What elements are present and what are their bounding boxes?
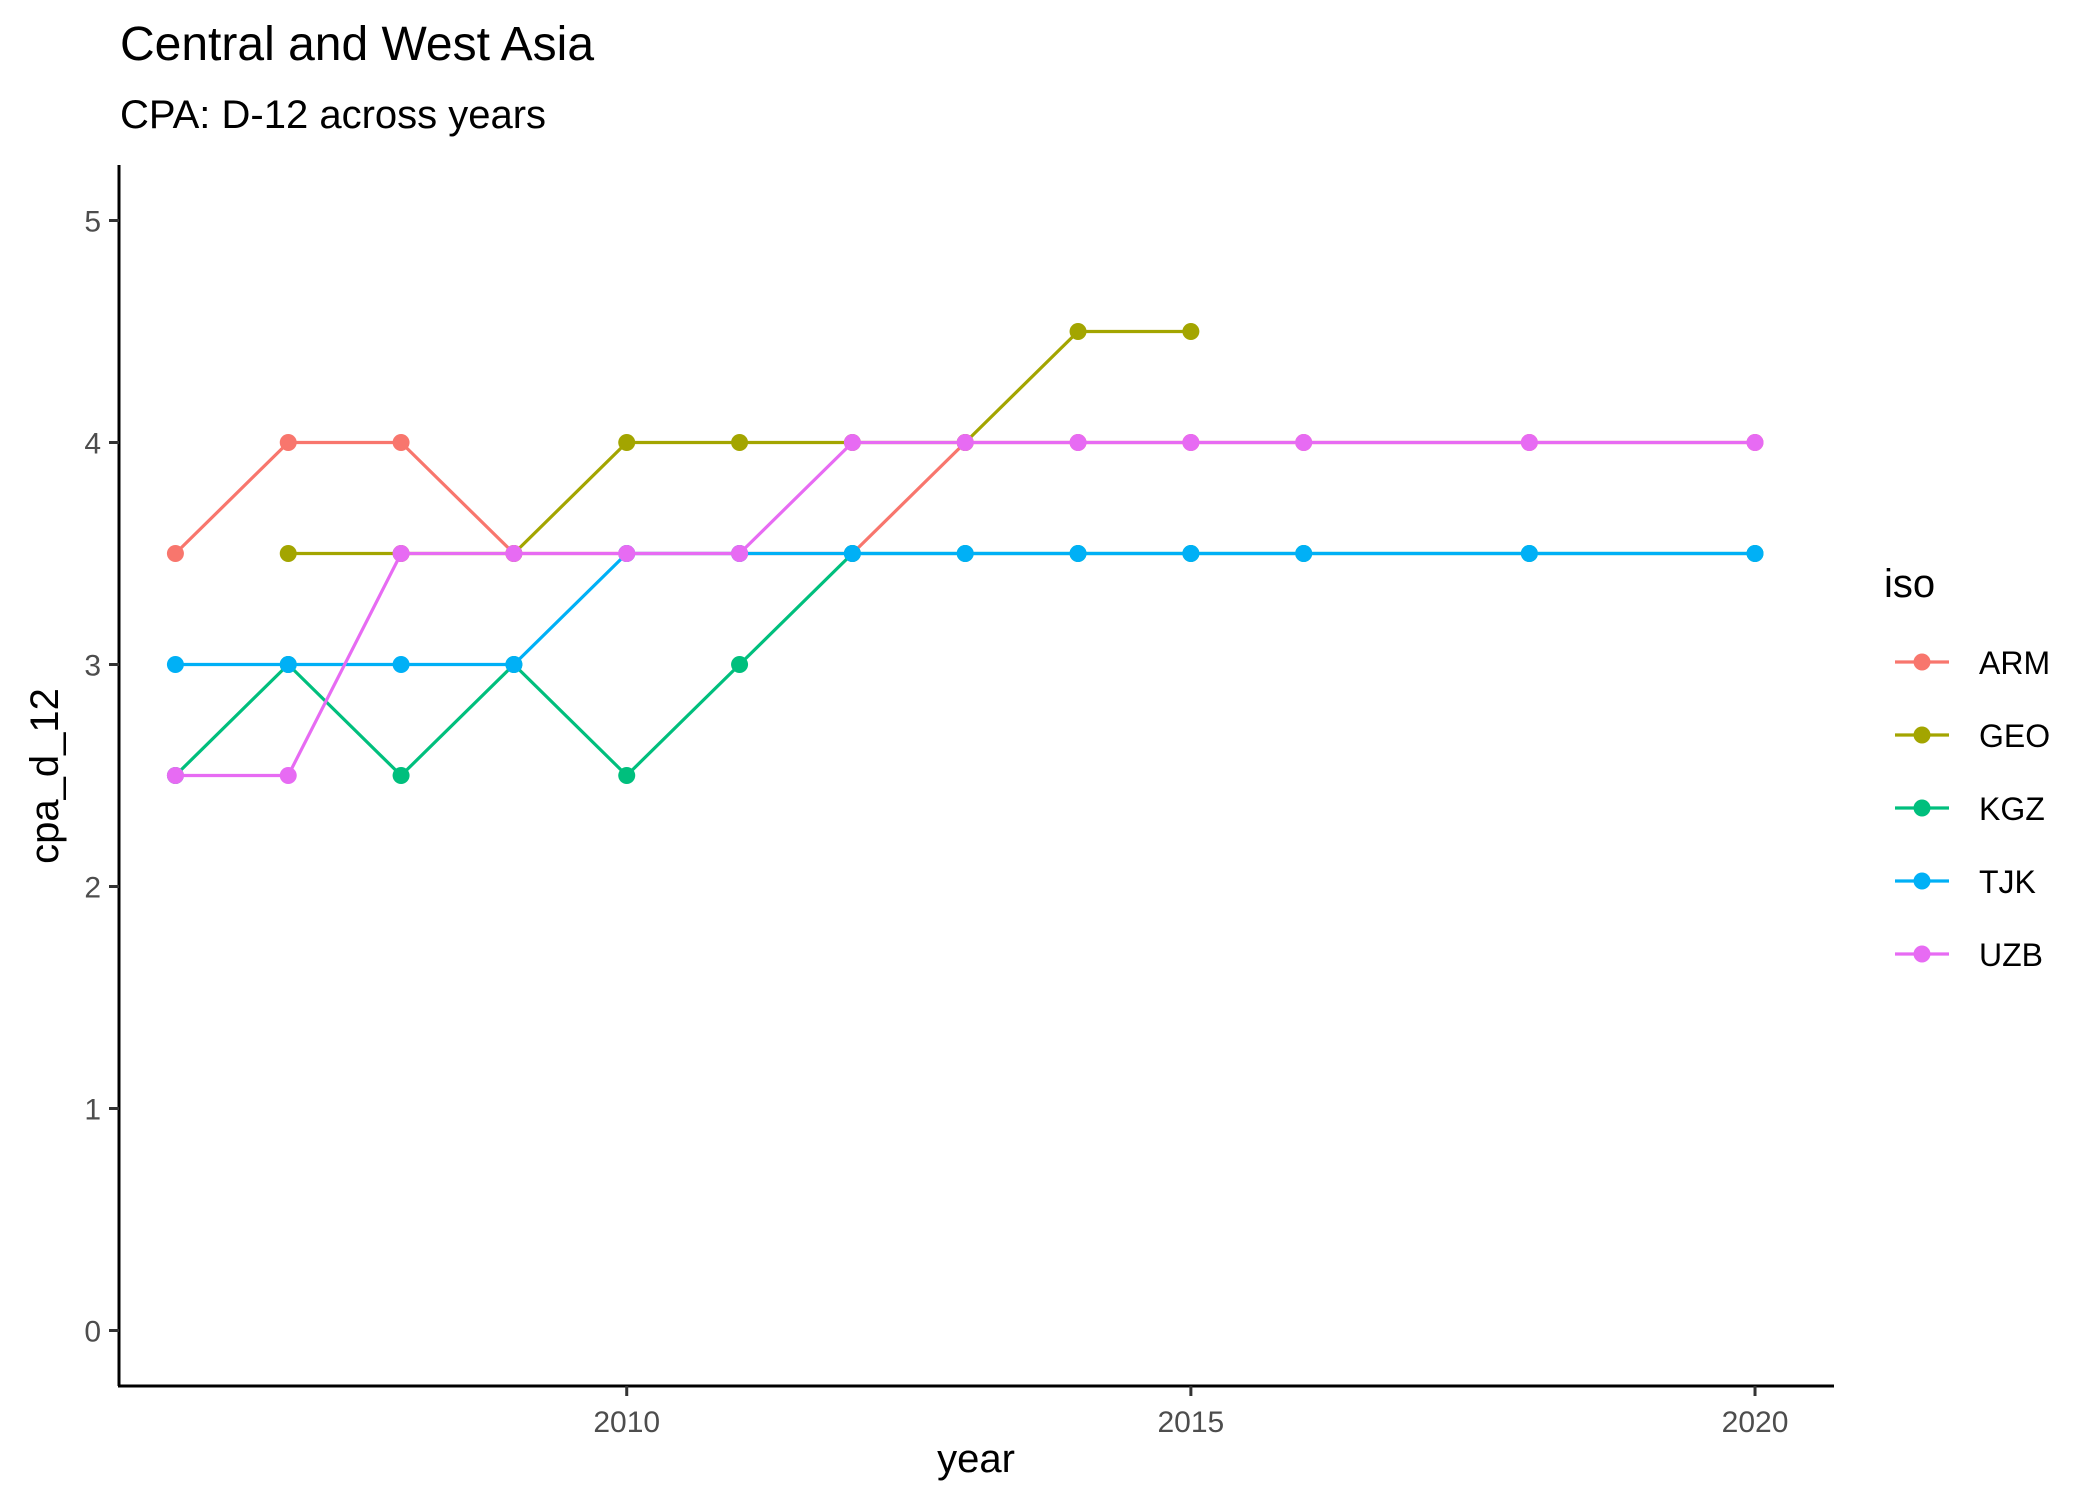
data-point <box>1520 434 1538 451</box>
y-tick-label: 0 <box>84 1316 101 1349</box>
series-line <box>175 551 1755 667</box>
legend-item-arm: ARM <box>1895 645 2050 681</box>
legend-item-geo: GEO <box>1895 718 2050 754</box>
data-point <box>1295 434 1313 451</box>
data-point <box>843 434 861 451</box>
legend-item-kgz: KGZ <box>1895 791 2045 827</box>
data-point <box>279 434 297 451</box>
data-point <box>392 545 410 562</box>
data-point <box>618 545 636 562</box>
data-point <box>618 434 636 451</box>
data-point <box>392 767 410 784</box>
chart-subtitle: CPA: D-12 across years <box>120 93 546 137</box>
series-arm <box>166 434 1764 562</box>
legend-key-point <box>1913 872 1931 890</box>
data-point <box>166 767 184 784</box>
series-line <box>174 440 1755 556</box>
data-point <box>392 656 410 673</box>
y-tick-label: 1 <box>84 1094 101 1127</box>
y-tick-label: 4 <box>84 428 101 461</box>
x-ticks: 2010 2015 2020 <box>593 1386 1788 1439</box>
y-tick-label: 3 <box>84 650 101 683</box>
x-tick-label: 2020 <box>1722 1406 1789 1439</box>
data-point <box>1182 545 1200 562</box>
plot-series <box>166 323 1764 784</box>
chart-title: Central and West Asia <box>120 18 594 71</box>
data-point <box>1069 323 1087 340</box>
series-line <box>175 440 1755 778</box>
data-point <box>166 545 184 562</box>
series-uzb <box>166 434 1764 784</box>
data-point <box>731 656 749 673</box>
legend-title: iso <box>1884 562 1935 606</box>
data-point <box>1295 545 1313 562</box>
data-point <box>279 767 297 784</box>
data-point <box>731 434 749 451</box>
data-point <box>1520 545 1538 562</box>
legend-items: ARM GEO KGZ TJK UZB <box>1895 645 2050 973</box>
series-tjk <box>166 545 1764 673</box>
legend: iso ARM GEO KGZ TJK UZB <box>1884 562 2050 973</box>
legend-key-point <box>1913 799 1931 817</box>
legend-label: UZB <box>1979 937 2043 973</box>
legend-key-point <box>1913 653 1931 671</box>
data-point <box>1746 545 1764 562</box>
data-point <box>505 545 523 562</box>
y-ticks: 0 1 2 3 4 5 <box>84 206 119 1349</box>
x-tick-label: 2015 <box>1158 1406 1225 1439</box>
data-point <box>1069 434 1087 451</box>
legend-item-tjk: TJK <box>1895 864 2036 900</box>
y-tick-label: 5 <box>84 206 101 239</box>
legend-item-uzb: UZB <box>1895 937 2043 973</box>
data-point <box>279 545 297 562</box>
data-point <box>618 767 636 784</box>
legend-key-point <box>1913 945 1931 963</box>
data-point <box>1746 434 1764 451</box>
y-tick-label: 2 <box>84 872 101 905</box>
data-point <box>279 656 297 673</box>
data-point <box>392 434 410 451</box>
data-point <box>956 545 974 562</box>
legend-label: GEO <box>1979 718 2050 754</box>
legend-label: TJK <box>1979 864 2036 900</box>
data-point <box>1182 323 1200 340</box>
legend-key-point <box>1913 726 1931 744</box>
data-point <box>1069 545 1087 562</box>
x-tick-label: 2010 <box>593 1406 660 1439</box>
data-point <box>166 656 184 673</box>
legend-label: ARM <box>1979 645 2050 681</box>
data-point <box>956 434 974 451</box>
y-axis-title: cpa_d_12 <box>23 688 67 864</box>
legend-label: KGZ <box>1979 791 2045 827</box>
data-point <box>731 545 749 562</box>
data-point <box>505 656 523 673</box>
data-point <box>843 545 861 562</box>
x-axis-title: year <box>937 1437 1015 1481</box>
data-point <box>1182 434 1200 451</box>
axes <box>117 165 1834 1388</box>
